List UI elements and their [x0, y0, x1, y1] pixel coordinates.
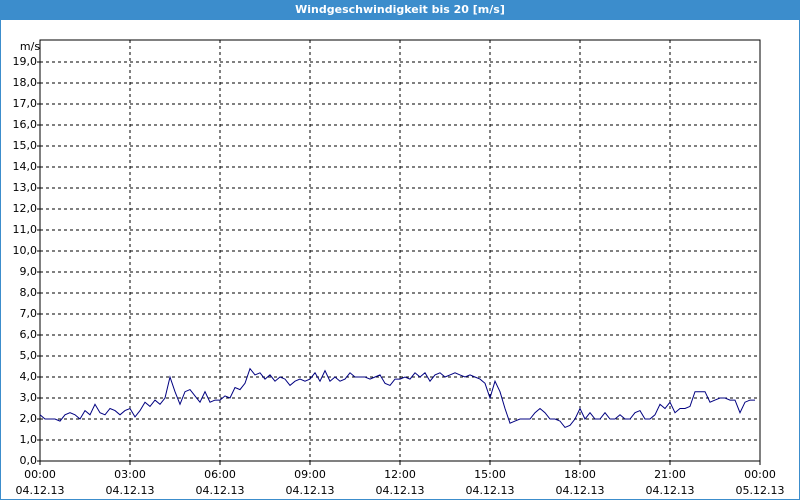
y-tick-label: 11,0 [13, 223, 38, 236]
x-tick-label: 18:00 [564, 468, 596, 481]
y-tick-label: 7,0 [20, 307, 38, 320]
chart-title: Windgeschwindigkeit bis 20 [m/s] [295, 3, 505, 16]
y-tick-label: 19,0 [13, 55, 38, 68]
y-tick-label: 14,0 [13, 160, 38, 173]
x-tick-date: 05.12.13 [736, 484, 785, 497]
y-tick-label: 12,0 [13, 202, 38, 215]
x-tick-date: 04.12.13 [286, 484, 335, 497]
x-tick-label: 00:00 [24, 468, 56, 481]
y-tick-label: 15,0 [13, 139, 38, 152]
y-tick-label: 16,0 [13, 118, 38, 131]
x-tick-date: 04.12.13 [106, 484, 155, 497]
y-tick-label: 2,0 [20, 412, 38, 425]
y-tick-label: 10,0 [13, 244, 38, 257]
x-tick-label: 03:00 [114, 468, 146, 481]
x-tick-date: 04.12.13 [466, 484, 515, 497]
y-tick-label: 4,0 [20, 370, 38, 383]
y-tick-label: 0,0 [20, 454, 38, 467]
title-bar [0, 0, 800, 20]
x-tick-date: 04.12.13 [556, 484, 605, 497]
y-tick-label: 5,0 [20, 349, 38, 362]
y-tick-label: 1,0 [20, 433, 38, 446]
x-tick-label: 15:00 [474, 468, 506, 481]
data-line [39, 367, 755, 429]
x-tick-label: 00:00 [744, 468, 776, 481]
x-tick-date: 04.12.13 [376, 484, 425, 497]
y-tick-label: 17,0 [13, 97, 38, 110]
y-tick-label: 8,0 [20, 286, 38, 299]
x-tick-label: 12:00 [384, 468, 416, 481]
y-tick-label: 18,0 [13, 76, 38, 89]
x-tick-label: 21:00 [654, 468, 686, 481]
y-tick-label: 3,0 [20, 391, 38, 404]
x-tick-date: 04.12.13 [646, 484, 695, 497]
x-tick-label: 09:00 [294, 468, 326, 481]
x-tick-date: 04.12.13 [16, 484, 65, 497]
y-tick-label: 6,0 [20, 328, 38, 341]
y-axis-label: m/s [20, 40, 40, 53]
y-tick-label: 9,0 [20, 265, 38, 278]
y-tick-label: 13,0 [13, 181, 38, 194]
x-tick-label: 06:00 [204, 468, 236, 481]
x-tick-date: 04.12.13 [196, 484, 245, 497]
